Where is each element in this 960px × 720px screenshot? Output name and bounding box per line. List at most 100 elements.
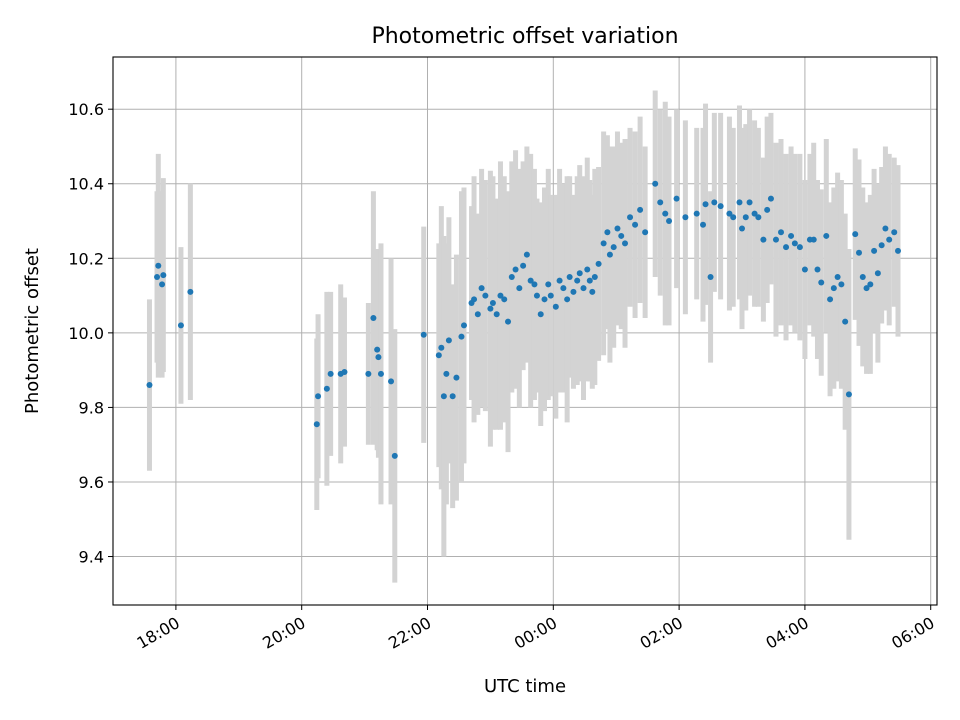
data-point-69	[606, 251, 613, 258]
data-point-130	[895, 247, 902, 254]
data-point-114	[830, 285, 837, 292]
data-point-82	[673, 195, 680, 202]
data-point-48	[533, 292, 540, 299]
data-point-42	[512, 266, 519, 273]
data-point-43	[516, 285, 523, 292]
data-point-67	[600, 240, 607, 247]
data-point-127	[882, 225, 889, 232]
data-point-59	[574, 277, 581, 284]
data-point-65	[591, 273, 598, 280]
data-point-9	[323, 385, 330, 392]
data-point-61	[580, 285, 587, 292]
data-point-10	[327, 370, 334, 377]
y-tick-label-0: 9.4	[79, 548, 104, 567]
data-point-52	[547, 292, 554, 299]
data-point-72	[618, 232, 625, 239]
data-point-19	[391, 452, 398, 459]
data-point-76	[637, 206, 644, 213]
data-point-105	[791, 240, 798, 247]
data-point-88	[711, 199, 718, 206]
data-point-122	[863, 285, 870, 292]
data-point-32	[474, 311, 481, 318]
data-point-8	[315, 393, 322, 400]
data-point-103	[783, 244, 790, 251]
data-point-51	[545, 281, 552, 288]
data-point-34	[482, 292, 489, 299]
data-point-5	[177, 322, 184, 329]
data-point-55	[560, 285, 567, 292]
data-point-83	[682, 214, 689, 221]
y-axis-label: Photometric offset	[22, 248, 43, 414]
data-point-28	[458, 333, 465, 340]
data-point-1	[154, 273, 161, 280]
data-point-58	[570, 288, 577, 295]
data-point-40	[505, 318, 512, 325]
data-point-64	[589, 288, 596, 295]
y-tick-label-4: 10.2	[68, 249, 104, 268]
data-point-77	[642, 229, 649, 236]
chart-title: Photometric offset variation	[371, 24, 678, 49]
data-point-126	[878, 242, 885, 249]
data-point-89	[717, 203, 724, 210]
data-point-90	[726, 210, 733, 217]
plot-frame	[112, 56, 938, 606]
data-point-113	[827, 296, 834, 303]
data-point-99	[764, 206, 771, 213]
data-point-45	[523, 251, 530, 258]
data-points	[146, 180, 902, 459]
data-point-31	[471, 296, 478, 303]
data-point-116	[838, 281, 845, 288]
data-point-73	[622, 240, 629, 247]
data-point-128	[886, 236, 893, 243]
data-point-71	[614, 225, 621, 232]
data-point-75	[632, 221, 639, 228]
data-point-81	[666, 218, 673, 225]
data-point-54	[556, 277, 563, 284]
data-point-86	[702, 201, 709, 208]
data-point-23	[440, 393, 447, 400]
data-point-57	[566, 273, 573, 280]
y-tick-label-3: 10.0	[68, 324, 104, 343]
data-point-95	[746, 199, 753, 206]
data-point-62	[584, 266, 591, 273]
data-point-6	[187, 288, 194, 295]
data-point-22	[438, 344, 445, 351]
data-point-16	[375, 354, 382, 361]
data-point-24	[443, 370, 450, 377]
data-point-94	[742, 214, 749, 221]
data-point-46	[527, 277, 534, 284]
data-point-100	[767, 195, 774, 202]
data-point-120	[856, 249, 863, 256]
data-point-20	[420, 331, 427, 338]
data-point-39	[501, 296, 508, 303]
data-point-21	[435, 352, 442, 359]
data-point-119	[852, 231, 859, 238]
y-tick-label-1: 9.6	[79, 473, 104, 492]
data-point-38	[497, 292, 504, 299]
data-point-44	[520, 262, 527, 269]
data-point-91	[730, 214, 737, 221]
data-point-78	[652, 180, 659, 187]
data-point-104	[788, 232, 795, 239]
data-point-74	[627, 214, 634, 221]
data-point-60	[576, 270, 583, 277]
data-point-70	[610, 244, 617, 251]
data-point-66	[595, 260, 602, 267]
y-tick-label-6: 10.6	[68, 100, 104, 119]
data-point-129	[891, 229, 898, 236]
data-point-102	[778, 229, 785, 236]
data-point-107	[801, 266, 808, 273]
data-point-53	[552, 303, 559, 310]
data-point-84	[693, 210, 700, 217]
y-tick-label-2: 9.8	[79, 398, 104, 417]
data-point-92	[736, 199, 743, 206]
data-point-0	[146, 382, 153, 389]
data-point-35	[487, 305, 494, 312]
data-point-36	[489, 300, 496, 307]
data-point-18	[388, 378, 395, 385]
data-point-7	[313, 421, 320, 428]
data-point-115	[834, 273, 841, 280]
data-point-56	[564, 296, 571, 303]
data-point-50	[541, 296, 548, 303]
